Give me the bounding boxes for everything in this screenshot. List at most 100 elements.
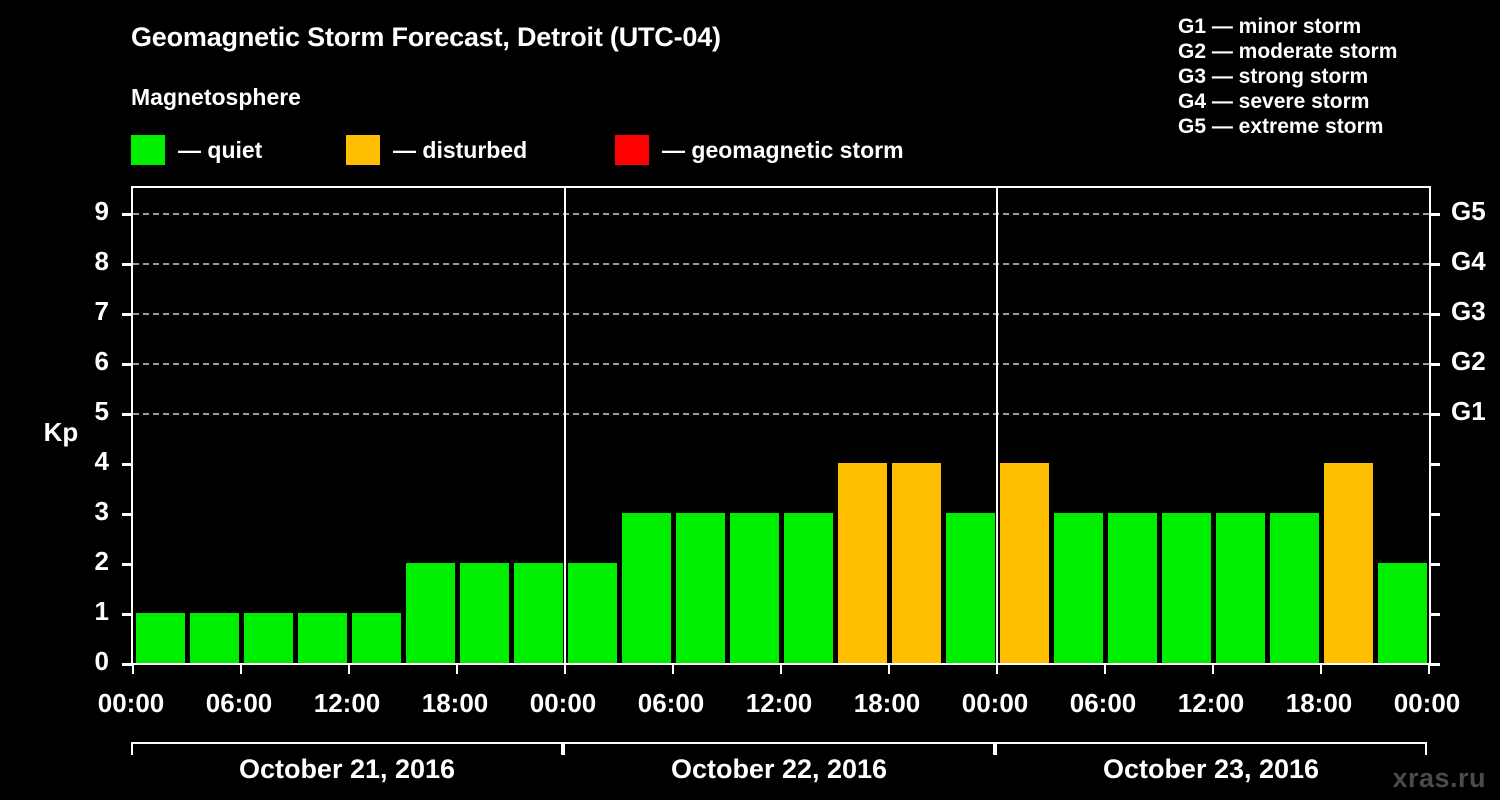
bar <box>1107 513 1157 663</box>
y-tick-left-0 <box>122 663 133 666</box>
x-tick-10 <box>1212 663 1214 674</box>
bar <box>837 463 887 663</box>
y-axis-title: Kp <box>43 416 79 447</box>
y-tick-label-1: 1 <box>94 596 109 626</box>
plot-area <box>122 186 1440 674</box>
bar <box>135 613 185 663</box>
date-axis <box>131 742 1431 756</box>
bar <box>1323 463 1373 663</box>
bar <box>783 513 833 663</box>
bar <box>189 613 239 663</box>
g-scale-tick-label-G1: G1 <box>1451 396 1486 426</box>
y-tick-left-1 <box>122 613 133 616</box>
bar <box>297 613 347 663</box>
x-tick-label-0: 00:00 <box>97 688 165 718</box>
bar <box>729 513 779 663</box>
y-tick-left-6 <box>122 363 133 366</box>
y-tick-left-8 <box>122 263 133 266</box>
x-tick-label-1: 06:00 <box>205 688 273 718</box>
g-scale-tick-label-G4: G4 <box>1451 246 1486 276</box>
x-tick-3 <box>456 663 458 674</box>
y-tick-right-9 <box>1429 213 1440 216</box>
bar <box>405 563 455 663</box>
gscale-row-g1: G1 — minor storm <box>1178 15 1362 38</box>
y-tick-right-7 <box>1429 313 1440 316</box>
y-tick-right-3 <box>1429 513 1440 516</box>
x-tick-label-12: 00:00 <box>1393 688 1461 718</box>
bar <box>351 613 401 663</box>
legend-swatch-disturbed <box>346 135 380 165</box>
date-label-2: October 22, 2016 <box>670 754 888 784</box>
y-tick-label-2: 2 <box>94 546 109 576</box>
x-tick-0 <box>132 663 134 674</box>
watermark: xras.ru <box>1392 763 1486 793</box>
gridline-kp-6 <box>133 363 1429 365</box>
x-tick-5 <box>672 663 674 674</box>
y-tick-left-5 <box>122 413 133 416</box>
bar <box>891 463 941 663</box>
bar <box>459 563 509 663</box>
day-divider-2 <box>996 188 998 663</box>
x-tick-2 <box>348 663 350 674</box>
y-tick-label-8: 8 <box>94 246 109 276</box>
legend-swatch-quiet <box>131 135 165 165</box>
x-tick-1 <box>240 663 242 674</box>
bar <box>513 563 563 663</box>
bar <box>945 513 995 663</box>
legend-label: — quiet <box>178 136 263 163</box>
y-tick-left-2 <box>122 563 133 566</box>
gridline-kp-7 <box>133 313 1429 315</box>
legend-swatch-geomagnetic-storm <box>615 135 649 165</box>
x-tick-label-10: 12:00 <box>1177 688 1245 718</box>
y-tick-label-3: 3 <box>94 496 109 526</box>
legend-label: — disturbed <box>393 136 528 163</box>
gscale-row-g4: G4 — severe storm <box>1178 90 1370 113</box>
gridline-kp-5 <box>133 413 1429 415</box>
legend-entry-quiet: — quiet <box>131 132 262 168</box>
x-tick-label-3: 18:00 <box>421 688 489 718</box>
legend-entry-geomagnetic-storm: — geomagnetic storm <box>615 132 904 168</box>
y-tick-left-4 <box>122 463 133 466</box>
bar <box>1269 513 1319 663</box>
bar <box>567 563 617 663</box>
x-tick-label-11: 18:00 <box>1285 688 1353 718</box>
y-tick-right-2 <box>1429 563 1440 566</box>
y-tick-right-1 <box>1429 613 1440 616</box>
x-tick-label-8: 00:00 <box>961 688 1029 718</box>
gscale-row-g2: G2 — moderate storm <box>1178 40 1398 63</box>
bar <box>1053 513 1103 663</box>
bar <box>1377 563 1427 663</box>
date-bracket-3 <box>995 742 1427 755</box>
y-tick-label-0: 0 <box>94 646 109 676</box>
y-tick-right-8 <box>1429 263 1440 266</box>
date-bracket-2 <box>563 742 995 755</box>
gscale-legend: G1 — minor storm G2 — moderate storm G3 — … <box>1178 14 1488 139</box>
day-divider-1 <box>564 188 566 663</box>
date-label-3: October 23, 2016 <box>1102 754 1320 784</box>
y-tick-left-9 <box>122 213 133 216</box>
y-tick-label-6: 6 <box>94 346 109 376</box>
x-tick-label-2: 12:00 <box>313 688 381 718</box>
y-tick-left-3 <box>122 513 133 516</box>
gscale-row-g5: G5 — extreme storm <box>1178 115 1384 138</box>
y-tick-label-7: 7 <box>94 296 109 326</box>
g-scale-tick-label-G2: G2 <box>1451 346 1486 376</box>
g-scale-tick-label-G3: G3 <box>1451 296 1486 326</box>
bar <box>1161 513 1211 663</box>
g-scale-tick-label-G5: G5 <box>1451 196 1486 226</box>
x-tick-label-4: 00:00 <box>529 688 597 718</box>
gridline-kp-8 <box>133 263 1429 265</box>
date-bracket-1 <box>131 742 563 755</box>
x-tick-8 <box>996 663 998 674</box>
x-tick-12 <box>1428 663 1430 674</box>
date-label-1: October 21, 2016 <box>238 754 456 784</box>
x-tick-label-7: 18:00 <box>853 688 921 718</box>
x-tick-label-6: 12:00 <box>745 688 813 718</box>
y-tick-label-4: 4 <box>94 446 109 476</box>
x-tick-6 <box>780 663 782 674</box>
plot-inner <box>133 188 1429 663</box>
y-tick-right-0 <box>1429 663 1440 666</box>
bar <box>1215 513 1265 663</box>
gscale-row-g3: G3 — strong storm <box>1178 65 1369 88</box>
